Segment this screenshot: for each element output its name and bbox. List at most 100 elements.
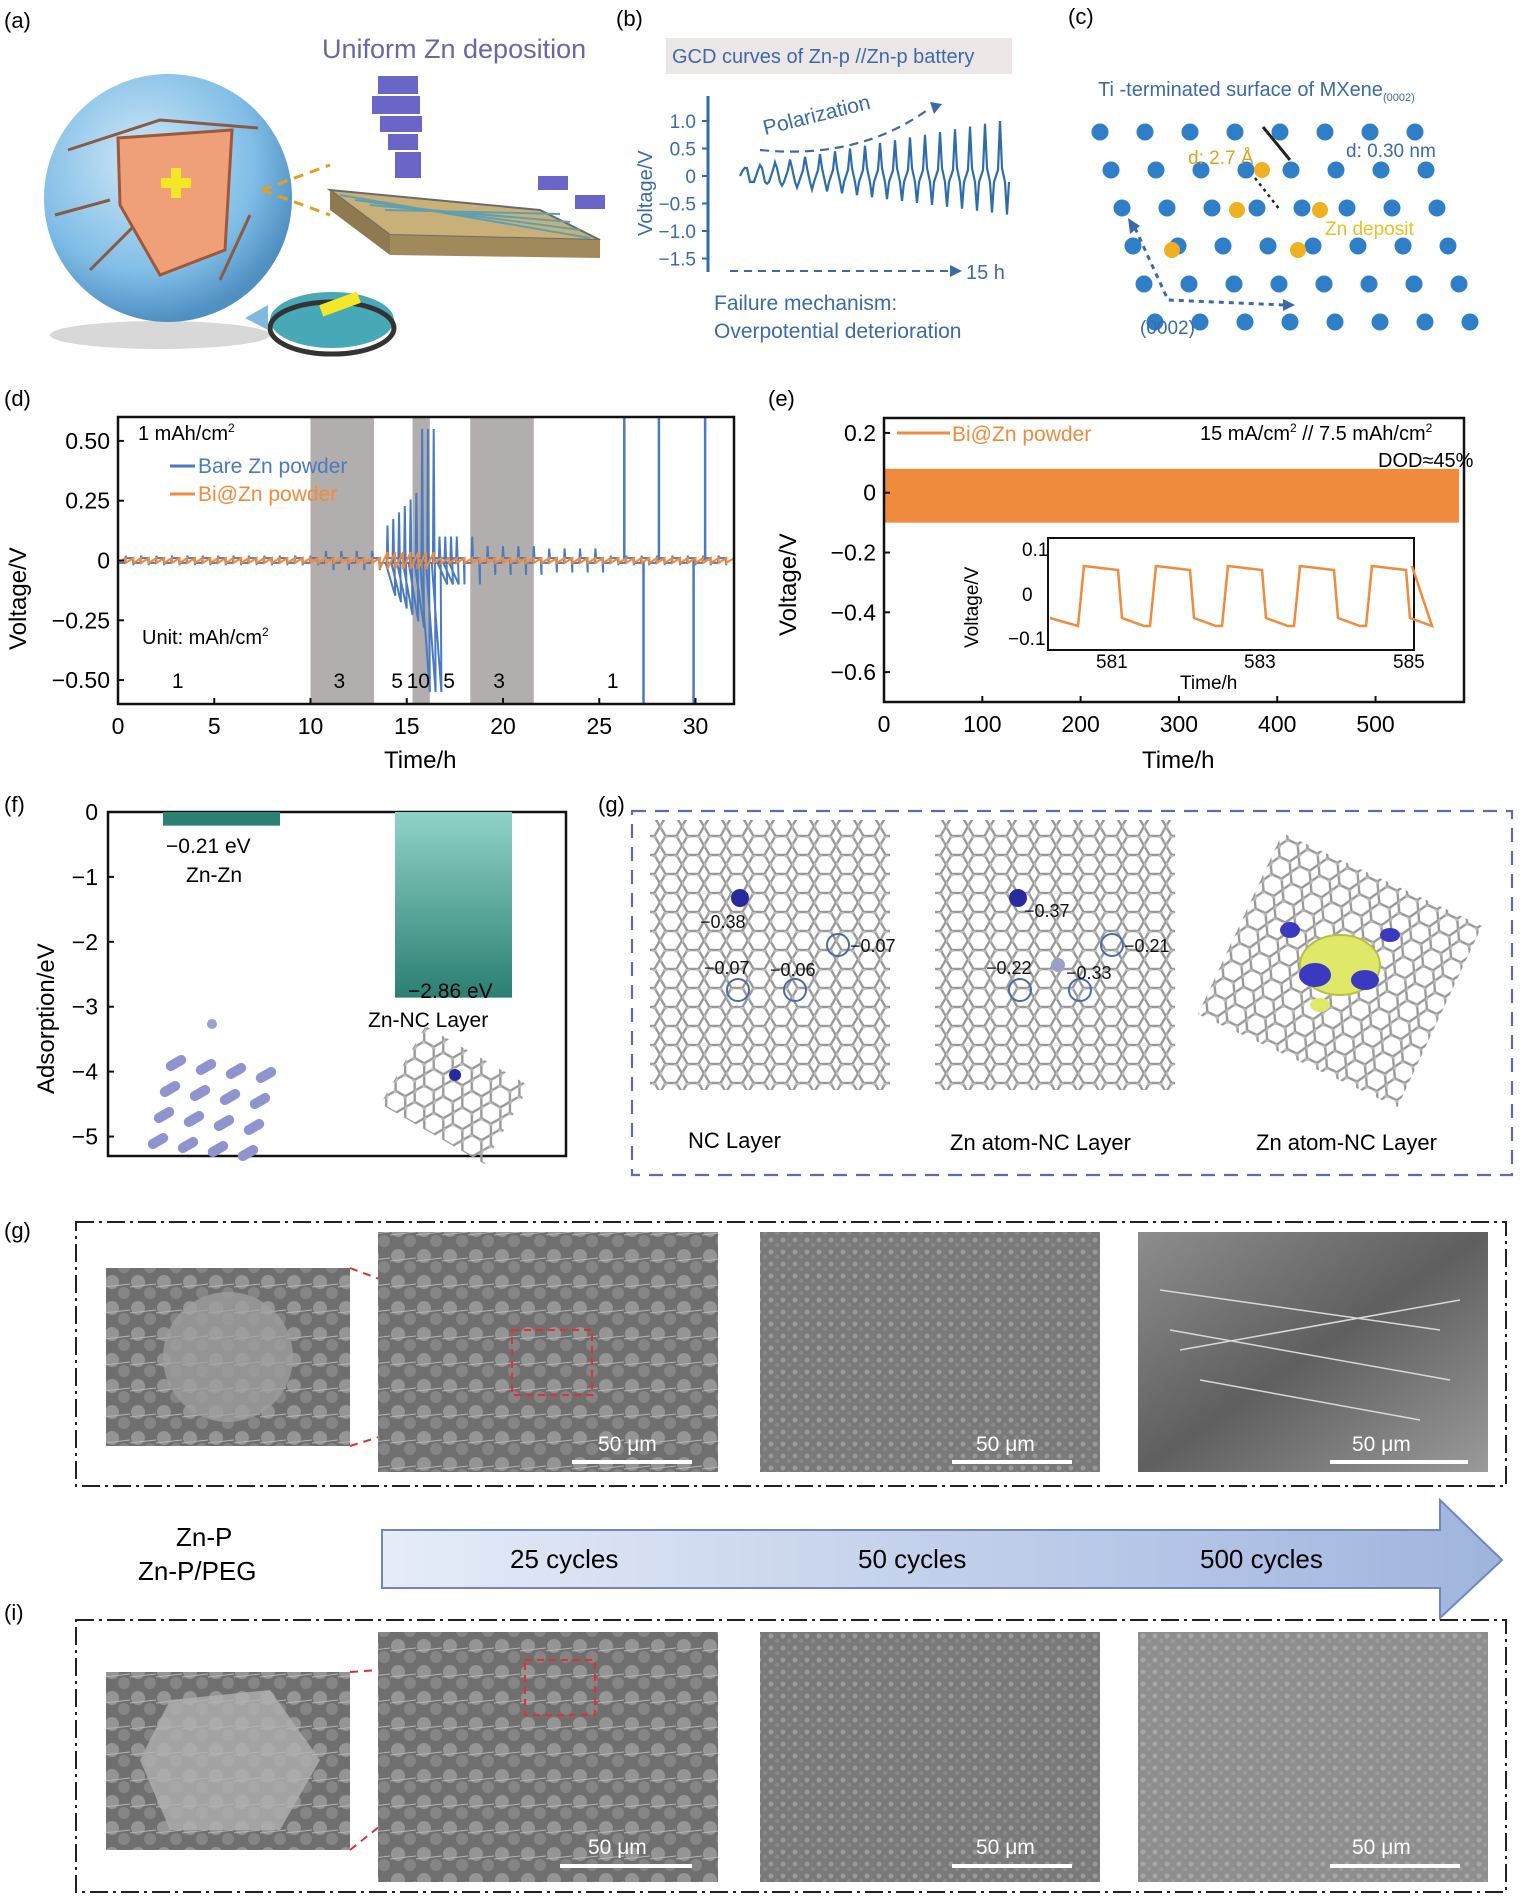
scale-bar-6: 50 μm (1352, 1836, 1411, 1859)
ti-atom (1226, 123, 1244, 141)
zn-atom (1229, 202, 1245, 218)
charge-a-1: −0.38 (700, 912, 746, 932)
dft-label-3: Zn atom-NC Layer (1256, 1130, 1437, 1155)
zn-atom (1290, 242, 1306, 258)
panel-d-unit-note: Unit: mAh/cm2 (142, 625, 269, 649)
panel-e-xtick: 100 (963, 711, 1001, 737)
panel-b-title-box (666, 38, 1012, 74)
panel-b-ylabel: Voltage/V (635, 150, 657, 236)
panel-d-ytick: −0.25 (52, 607, 110, 633)
polarization-label: Polarization (761, 91, 873, 140)
cycles-50: 50 cycles (858, 1544, 966, 1574)
inset-xlabel: Time/h (1180, 673, 1237, 694)
panel-e-xlabel: Time/h (1142, 747, 1214, 774)
panel-f-letter: (f) (4, 792, 25, 817)
panel-d-note: 1 mAh/cm2 (138, 421, 235, 445)
zn-atom-bulk (177, 1137, 199, 1153)
cycles-25: 25 cycles (510, 1544, 618, 1574)
scale-bar-2: 50 μm (976, 1433, 1035, 1456)
panel-d-xtick: 10 (298, 713, 324, 739)
panel-d-ylabel: Voltage/V (5, 547, 32, 650)
adsorption-bar-1 (163, 812, 280, 826)
scale-bar-1: 50 μm (598, 1433, 657, 1456)
ti-atom (1146, 313, 1164, 331)
bar2-name: Zn-NC Layer (368, 1009, 488, 1032)
ti-atom (1191, 313, 1209, 331)
ti-atom (1349, 237, 1367, 255)
ti-atom (1180, 275, 1198, 293)
panel-b-gcd-curve (739, 120, 1011, 215)
panel-d-xlabel: Time/h (384, 747, 456, 774)
ti-atom (1136, 123, 1154, 141)
ti-atom (1225, 275, 1243, 293)
ti-atom (1282, 161, 1300, 179)
panel-e-axes: 0 100 200 300 400 500 0.2 0 −0.2 −0.4 −0.6 (831, 420, 1395, 737)
legend-bare-zn: Bare Zn powder (198, 455, 347, 478)
charge-a-2: −0.07 (850, 936, 896, 956)
inset-xtick-1: 581 (1096, 652, 1128, 673)
panel-e-xtick: 200 (1061, 711, 1099, 737)
sem-50-cycles (760, 1232, 1100, 1472)
panel-d-region-labels: 1 3 5 10 5 3 1 (172, 670, 619, 693)
charge-b-4: −0.33 (1066, 963, 1112, 983)
ti-atom (1417, 161, 1435, 179)
ti-atom (1181, 123, 1199, 141)
panel-d-xtick: 15 (394, 713, 420, 739)
ti-atom (1124, 237, 1142, 255)
ti-atom (1259, 237, 1277, 255)
panel-f-ylabel: Adsorption/eV (33, 943, 60, 1094)
panel-b-caption-line2: Overpotential deterioration (714, 320, 961, 343)
region-label: 10 (407, 670, 430, 693)
panel-d-letter: (d) (4, 386, 31, 411)
panel-e: (e) 0 100 200 300 400 500 0.2 0 −0.2 −0.4 −0.6 Bi@… (768, 386, 1474, 774)
gcd-trace (739, 120, 1011, 215)
zn-atom-bulk (237, 1145, 259, 1161)
ti-atom (1293, 199, 1311, 217)
ti-atom (1372, 161, 1390, 179)
bar1-name: Zn-Zn (186, 864, 242, 887)
panel-e-ytick: −0.6 (831, 659, 876, 685)
sem-25-cycles (378, 1232, 718, 1472)
panel-e-ytick: 0.2 (844, 420, 876, 446)
panel-f-ytick: −4 (72, 1059, 98, 1085)
zn-deposit-cluster (372, 76, 605, 209)
panel-g-dft-letter: (g) (598, 792, 625, 817)
inset-ylabel: Voltage/V (962, 566, 983, 648)
panel-e-inset-frame (1047, 537, 1415, 651)
ti-atom (1439, 237, 1457, 255)
ti-atom (1326, 313, 1344, 331)
zn-atom (1254, 162, 1270, 178)
panel-e-xtick: 300 (1160, 711, 1198, 737)
scale-bar-4: 50 μm (588, 1836, 647, 1859)
panel-e-condition: 15 mA/cm2 // 7.5 mAh/cm2 (1200, 421, 1433, 445)
panel-e-letter: (e) (768, 386, 795, 411)
ti-atom (1192, 161, 1210, 179)
ti-atom (1394, 237, 1412, 255)
zn-atom-bulk (159, 1081, 181, 1097)
ti-atom (1315, 275, 1333, 293)
ti-atom (1304, 237, 1322, 255)
panel-a: (a) Uniform Zn deposition (4, 8, 605, 357)
ti-atom (1428, 199, 1446, 217)
panel-a-letter: (a) (4, 8, 31, 33)
panel-b-ytick: 0.5 (670, 140, 696, 161)
ti-atom (1271, 123, 1289, 141)
cycles-arrow-shape (381, 1497, 1504, 1621)
panel-f-bars (163, 812, 512, 998)
dft-label-1: NC Layer (688, 1128, 781, 1153)
panel-i-sem: (i) 50 μm 50 μm 50 μm (4, 1600, 1507, 1893)
ti-atom (1316, 123, 1334, 141)
zn-atom (1312, 202, 1328, 218)
panel-d: (d) 0 5 10 15 20 25 300.500.250−0.25−0.50 1 mA… (4, 386, 736, 774)
zn-atom (1164, 242, 1180, 258)
inset-ytick-1: 0.1 (1022, 540, 1048, 561)
ti-atom (1135, 275, 1153, 293)
panel-b-title: GCD curves of Zn-p //Zn-p battery (672, 46, 974, 68)
label-zn-p-peg: Zn-P/PEG (138, 1556, 256, 1586)
panel-b-ytick: 1.0 (670, 112, 696, 133)
zn-atom-bulk (225, 1063, 247, 1079)
scale-bar-3: 50 μm (1352, 1433, 1411, 1456)
bar1-value: −0.21 eV (166, 835, 251, 858)
sphere-shadow (50, 321, 270, 349)
